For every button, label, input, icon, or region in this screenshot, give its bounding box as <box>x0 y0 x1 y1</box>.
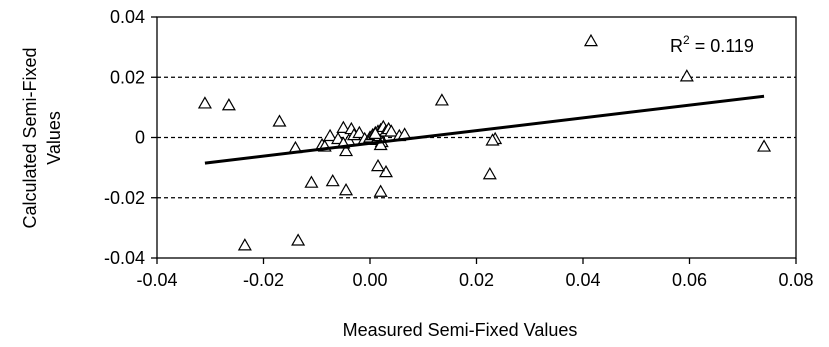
data-point <box>352 125 367 139</box>
x-tick-label: 0.06 <box>672 270 707 290</box>
y-axis-title: Calculated Semi-Fixed Values <box>20 47 64 228</box>
data-point <box>679 69 694 82</box>
data-point <box>291 233 306 246</box>
data-point <box>221 98 236 111</box>
data-point <box>304 175 319 188</box>
x-tick-label: 0.08 <box>778 270 813 290</box>
data-point <box>237 238 252 251</box>
data-point <box>197 96 212 109</box>
data-point <box>378 164 394 178</box>
data-point <box>325 173 340 187</box>
x-tick-label: 0.00 <box>352 270 387 290</box>
y-tick-label: 0.02 <box>110 67 145 87</box>
grid-lines <box>157 76 796 199</box>
x-tick-label: 0.02 <box>459 270 494 290</box>
data-point <box>757 139 772 152</box>
data-point <box>373 137 388 151</box>
data-point <box>373 184 388 197</box>
axes <box>151 16 797 264</box>
data-point <box>583 33 599 47</box>
y-tick-label: 0 <box>135 128 145 148</box>
y-tick-label: -0.02 <box>104 188 145 208</box>
data-point <box>272 114 287 127</box>
trendline-group <box>204 94 765 165</box>
y-tick-label: -0.04 <box>104 248 145 268</box>
data-points <box>197 33 772 251</box>
data-point <box>370 158 386 172</box>
data-point <box>384 124 399 137</box>
data-point <box>323 128 338 142</box>
data-point <box>339 143 354 157</box>
data-point <box>485 133 500 146</box>
data-point <box>368 126 383 139</box>
x-tick-label: 0.04 <box>565 270 600 290</box>
x-tick-label: -0.04 <box>136 270 177 290</box>
y-tick-labels: -0.04 -0.02 0 0.02 0.04 <box>104 7 145 268</box>
x-tick-label: -0.02 <box>243 270 284 290</box>
x-tick-labels: -0.04 -0.02 0.00 0.02 0.04 0.06 0.08 <box>136 270 813 290</box>
data-point <box>434 93 449 106</box>
x-axis-title: Measured Semi-Fixed Values <box>343 320 578 340</box>
data-point <box>482 167 497 180</box>
trendline <box>204 94 765 165</box>
data-point <box>339 183 354 196</box>
y-tick-label: 0.04 <box>110 7 145 27</box>
data-point <box>336 120 351 133</box>
r-squared-annotation: R2 = 0.119 <box>670 33 754 56</box>
